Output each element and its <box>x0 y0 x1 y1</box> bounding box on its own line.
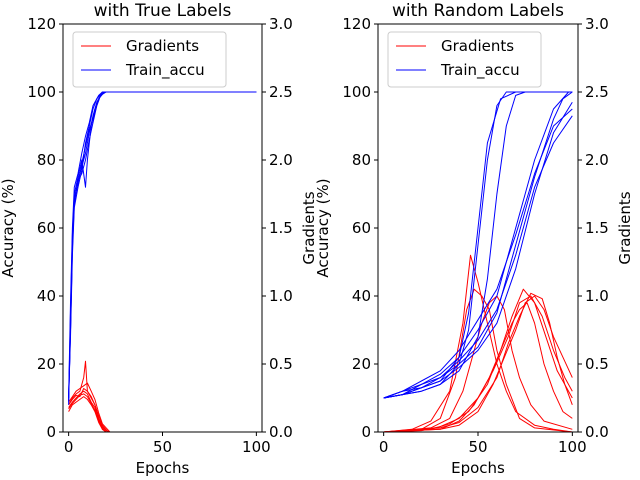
y-tick-label: 40 <box>37 287 56 305</box>
x-tick-label: 0 <box>379 438 389 456</box>
y2-tick-label: 0.5 <box>585 355 609 373</box>
y-tick-label: 60 <box>37 219 56 237</box>
train-accu-line-run-5 <box>68 91 257 399</box>
gradients-line-run-5 <box>383 295 573 433</box>
y-tick-label: 40 <box>352 287 371 305</box>
plot-1 <box>68 91 257 433</box>
y-tick-label: 0 <box>361 423 371 441</box>
y-tick-label: 120 <box>27 15 56 33</box>
x-tick-label: 50 <box>153 438 172 456</box>
y-tick-label: 80 <box>37 151 56 169</box>
x-tick-label: 100 <box>558 438 587 456</box>
y2-tick-label: 0.0 <box>585 423 609 441</box>
train-accu-line-run-6 <box>68 91 257 402</box>
y2-tick-label: 0.0 <box>269 423 293 441</box>
y2-tick-label: 1.0 <box>269 287 293 305</box>
x-axis-label: Epochs <box>451 459 505 477</box>
train-accu-line-run-6 <box>383 115 573 399</box>
y2-tick-label: 2.5 <box>585 83 609 101</box>
x-tick-label: 50 <box>468 438 487 456</box>
y2-tick-label: 1.5 <box>269 219 293 237</box>
y2-tick-label: 1.5 <box>585 219 609 237</box>
y-tick-label: 80 <box>352 151 371 169</box>
y2-tick-label: 0.5 <box>269 355 293 373</box>
train-accu-line-run-3 <box>383 91 573 399</box>
y-tick-label: 100 <box>27 83 56 101</box>
plot-2 <box>383 91 573 433</box>
gradients-line-run-3 <box>68 388 257 433</box>
gradients-line-run-3 <box>383 295 573 433</box>
y-tick-label: 60 <box>352 219 371 237</box>
y2-tick-label: 3.0 <box>269 15 293 33</box>
y2-tick-label: 2.5 <box>269 83 293 101</box>
y-tick-label: 120 <box>342 15 371 33</box>
gradients-line-run-6 <box>68 393 257 433</box>
y-axis-label: Accuracy (%) <box>0 178 17 277</box>
legend-box <box>72 31 227 88</box>
y-tick-label: 0 <box>46 423 56 441</box>
legend-box <box>387 31 542 88</box>
train-accu-line-run-8 <box>383 108 573 399</box>
y2-tick-label: 1.0 <box>585 287 609 305</box>
y2-tick-label: 2.0 <box>269 151 293 169</box>
gradients-line-run-4 <box>383 302 573 433</box>
chart-title: with True Labels <box>94 1 232 21</box>
y-tick-label: 20 <box>37 355 56 373</box>
y2-tick-label: 2.0 <box>585 151 609 169</box>
x-axis-label: Epochs <box>136 459 190 477</box>
y2-tick-label: 3.0 <box>585 15 609 33</box>
gradients-line-run-8 <box>383 295 573 433</box>
gradients-line-run-5 <box>68 382 257 433</box>
legend-label: Train_accu <box>125 61 205 80</box>
legend-label: Gradients <box>441 37 514 55</box>
legend-label: Train_accu <box>440 61 520 80</box>
gradients-line-run-4 <box>68 396 257 433</box>
gradients-line-run-2 <box>383 288 573 433</box>
gradients-line-run-7 <box>383 288 573 433</box>
train-accu-line-run-7 <box>383 91 573 399</box>
y2-axis-label: Gradients <box>300 191 318 264</box>
y2-axis-label: Gradients <box>616 191 634 264</box>
y-tick-label: 100 <box>342 83 371 101</box>
y-tick-label: 20 <box>352 355 371 373</box>
legend-label: Gradients <box>126 37 199 55</box>
chart-title: with Random Labels <box>392 1 564 21</box>
gradients-line-run-6 <box>383 292 573 433</box>
y-axis-label: Accuracy (%) <box>314 178 332 277</box>
x-tick-label: 100 <box>242 438 271 456</box>
x-tick-label: 0 <box>64 438 74 456</box>
gradients-line-run-1 <box>383 254 573 433</box>
